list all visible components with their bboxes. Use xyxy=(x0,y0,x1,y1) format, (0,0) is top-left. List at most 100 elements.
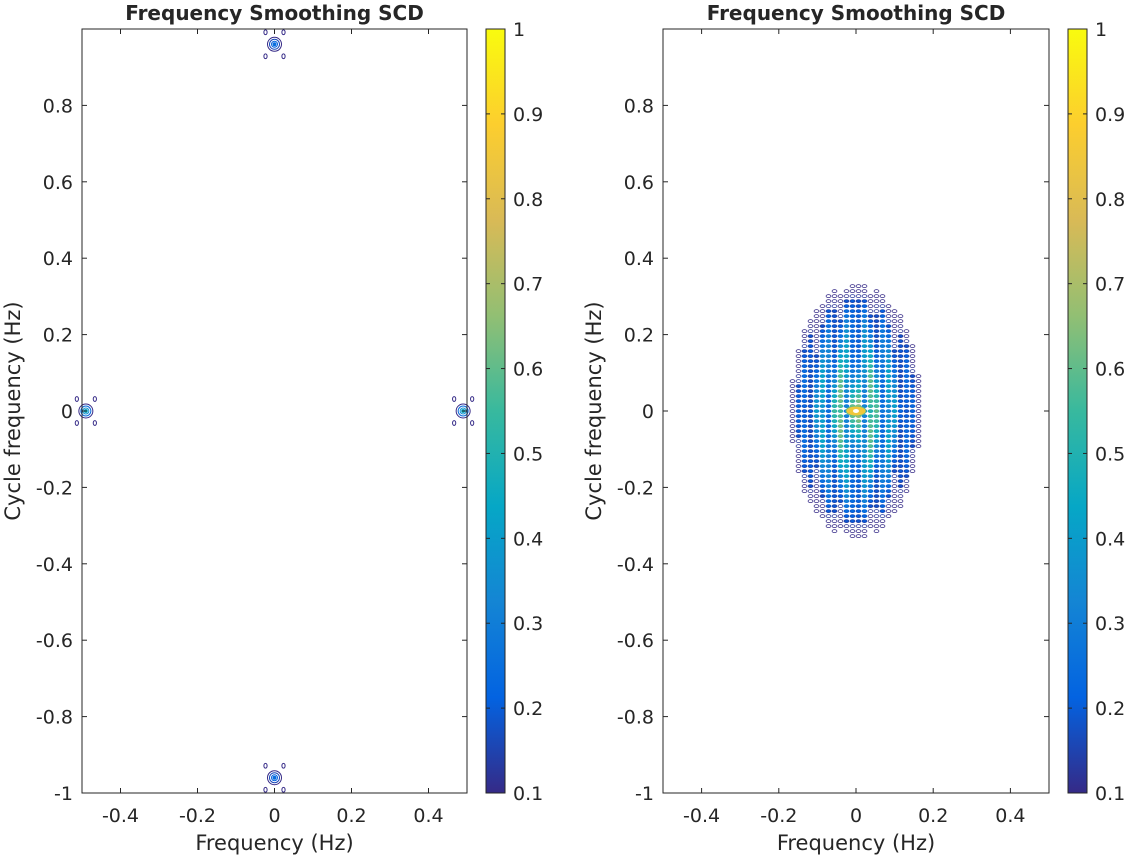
contour-cell xyxy=(885,369,892,374)
contour-cell xyxy=(885,484,892,489)
contour-cell xyxy=(837,449,844,454)
contour-cell xyxy=(909,434,916,439)
contour-cell xyxy=(915,399,922,404)
contour-cell xyxy=(825,329,832,334)
contour-cell xyxy=(819,454,826,459)
contour-cell xyxy=(801,449,808,454)
colorbar-tick-label: 0.4 xyxy=(513,528,543,550)
contour-cell xyxy=(873,439,880,444)
contour-cell xyxy=(837,359,844,364)
contour-cell xyxy=(861,334,868,339)
contour-cell xyxy=(909,394,916,399)
contour-ring xyxy=(269,38,280,50)
contour-cell xyxy=(849,524,856,528)
contour-cell xyxy=(885,489,892,494)
contour-cell xyxy=(879,449,886,454)
contour-cell xyxy=(825,489,832,494)
contour-cell xyxy=(861,459,868,464)
colorbar-frame xyxy=(485,28,506,794)
contour-cell xyxy=(837,394,844,399)
contour-cell xyxy=(867,379,874,384)
colorbar-tick-label: 0.5 xyxy=(513,443,543,465)
contour-cell xyxy=(855,449,862,454)
contour-cell xyxy=(843,439,850,444)
contour-cell xyxy=(867,339,874,344)
colorbar-tick-label: 0.3 xyxy=(513,613,543,635)
contour-cell xyxy=(903,434,910,439)
contour-cell xyxy=(855,499,862,504)
contour-cell xyxy=(831,444,838,449)
contour-cell xyxy=(837,344,844,349)
contour-cell xyxy=(915,374,922,379)
contour-cell xyxy=(807,454,814,459)
contour-cell xyxy=(861,414,868,419)
contour-cell xyxy=(819,324,826,329)
contour-cell xyxy=(831,339,838,344)
contour-cell xyxy=(795,469,802,474)
contour-cell xyxy=(873,404,880,409)
contour-cell xyxy=(873,304,880,309)
contour-cell xyxy=(861,494,868,499)
contour-cell xyxy=(849,349,856,354)
contour-cell xyxy=(813,389,820,394)
contour-cell xyxy=(861,349,868,354)
colorbar-tick-label: 0.4 xyxy=(1095,528,1125,550)
contour-cell xyxy=(837,514,844,518)
contour-cell xyxy=(819,369,826,374)
contour-ring xyxy=(281,53,286,60)
contour-cell xyxy=(909,424,916,429)
contour-cell xyxy=(909,449,916,454)
contour-cell xyxy=(813,379,820,384)
contour-cell xyxy=(903,449,910,454)
contour-cell xyxy=(885,384,892,389)
contour-cell xyxy=(873,334,880,339)
contour-cell xyxy=(813,399,820,404)
contour-cell xyxy=(813,504,820,509)
contour-cell xyxy=(879,414,886,419)
contour-cell xyxy=(861,534,868,538)
contour-cell xyxy=(843,379,850,384)
contour-cell xyxy=(825,424,832,429)
contour-cell xyxy=(897,314,904,319)
contour-cell xyxy=(879,374,886,379)
contour-cell xyxy=(867,354,874,359)
contour-cell xyxy=(873,434,880,439)
contour-cell xyxy=(819,354,826,359)
contour-cell xyxy=(903,389,910,394)
contour-cell xyxy=(819,419,826,424)
contour-cell xyxy=(897,439,904,444)
contour-cell xyxy=(837,389,844,394)
contour-cell xyxy=(849,429,856,434)
contour-cell xyxy=(825,404,832,409)
contour-cell xyxy=(855,349,862,354)
contour-cell xyxy=(843,499,850,504)
y-tick-label: 0.4 xyxy=(624,248,654,270)
contour-cell xyxy=(831,314,838,319)
contour-cell xyxy=(819,394,826,399)
contour-cell xyxy=(849,439,856,444)
contour-cell xyxy=(849,299,856,304)
contour-cell xyxy=(813,364,820,369)
contour-cell xyxy=(843,519,850,523)
contour-cell xyxy=(843,314,850,319)
contour-cell xyxy=(885,449,892,454)
contour-cell xyxy=(897,384,904,389)
contour-cell xyxy=(795,444,802,449)
contour-cell xyxy=(879,339,886,344)
contour-cell xyxy=(867,369,874,374)
contour-cell xyxy=(855,319,862,324)
contour-cell xyxy=(831,354,838,359)
contour-cell xyxy=(891,424,898,429)
contour-cell xyxy=(813,444,820,449)
x-axis-label: Frequency (Hz) xyxy=(195,831,353,855)
contour-cell xyxy=(795,419,802,424)
contour-cell xyxy=(873,454,880,459)
contour-cell xyxy=(807,369,814,374)
contour-cell xyxy=(849,324,856,329)
contour-cell xyxy=(825,409,832,414)
contour-cell xyxy=(885,459,892,464)
colorbar-tick-label: 0.1 xyxy=(1095,783,1125,805)
contour-cell xyxy=(825,499,832,504)
contour-cell xyxy=(831,349,838,354)
contour-cell xyxy=(903,489,910,494)
